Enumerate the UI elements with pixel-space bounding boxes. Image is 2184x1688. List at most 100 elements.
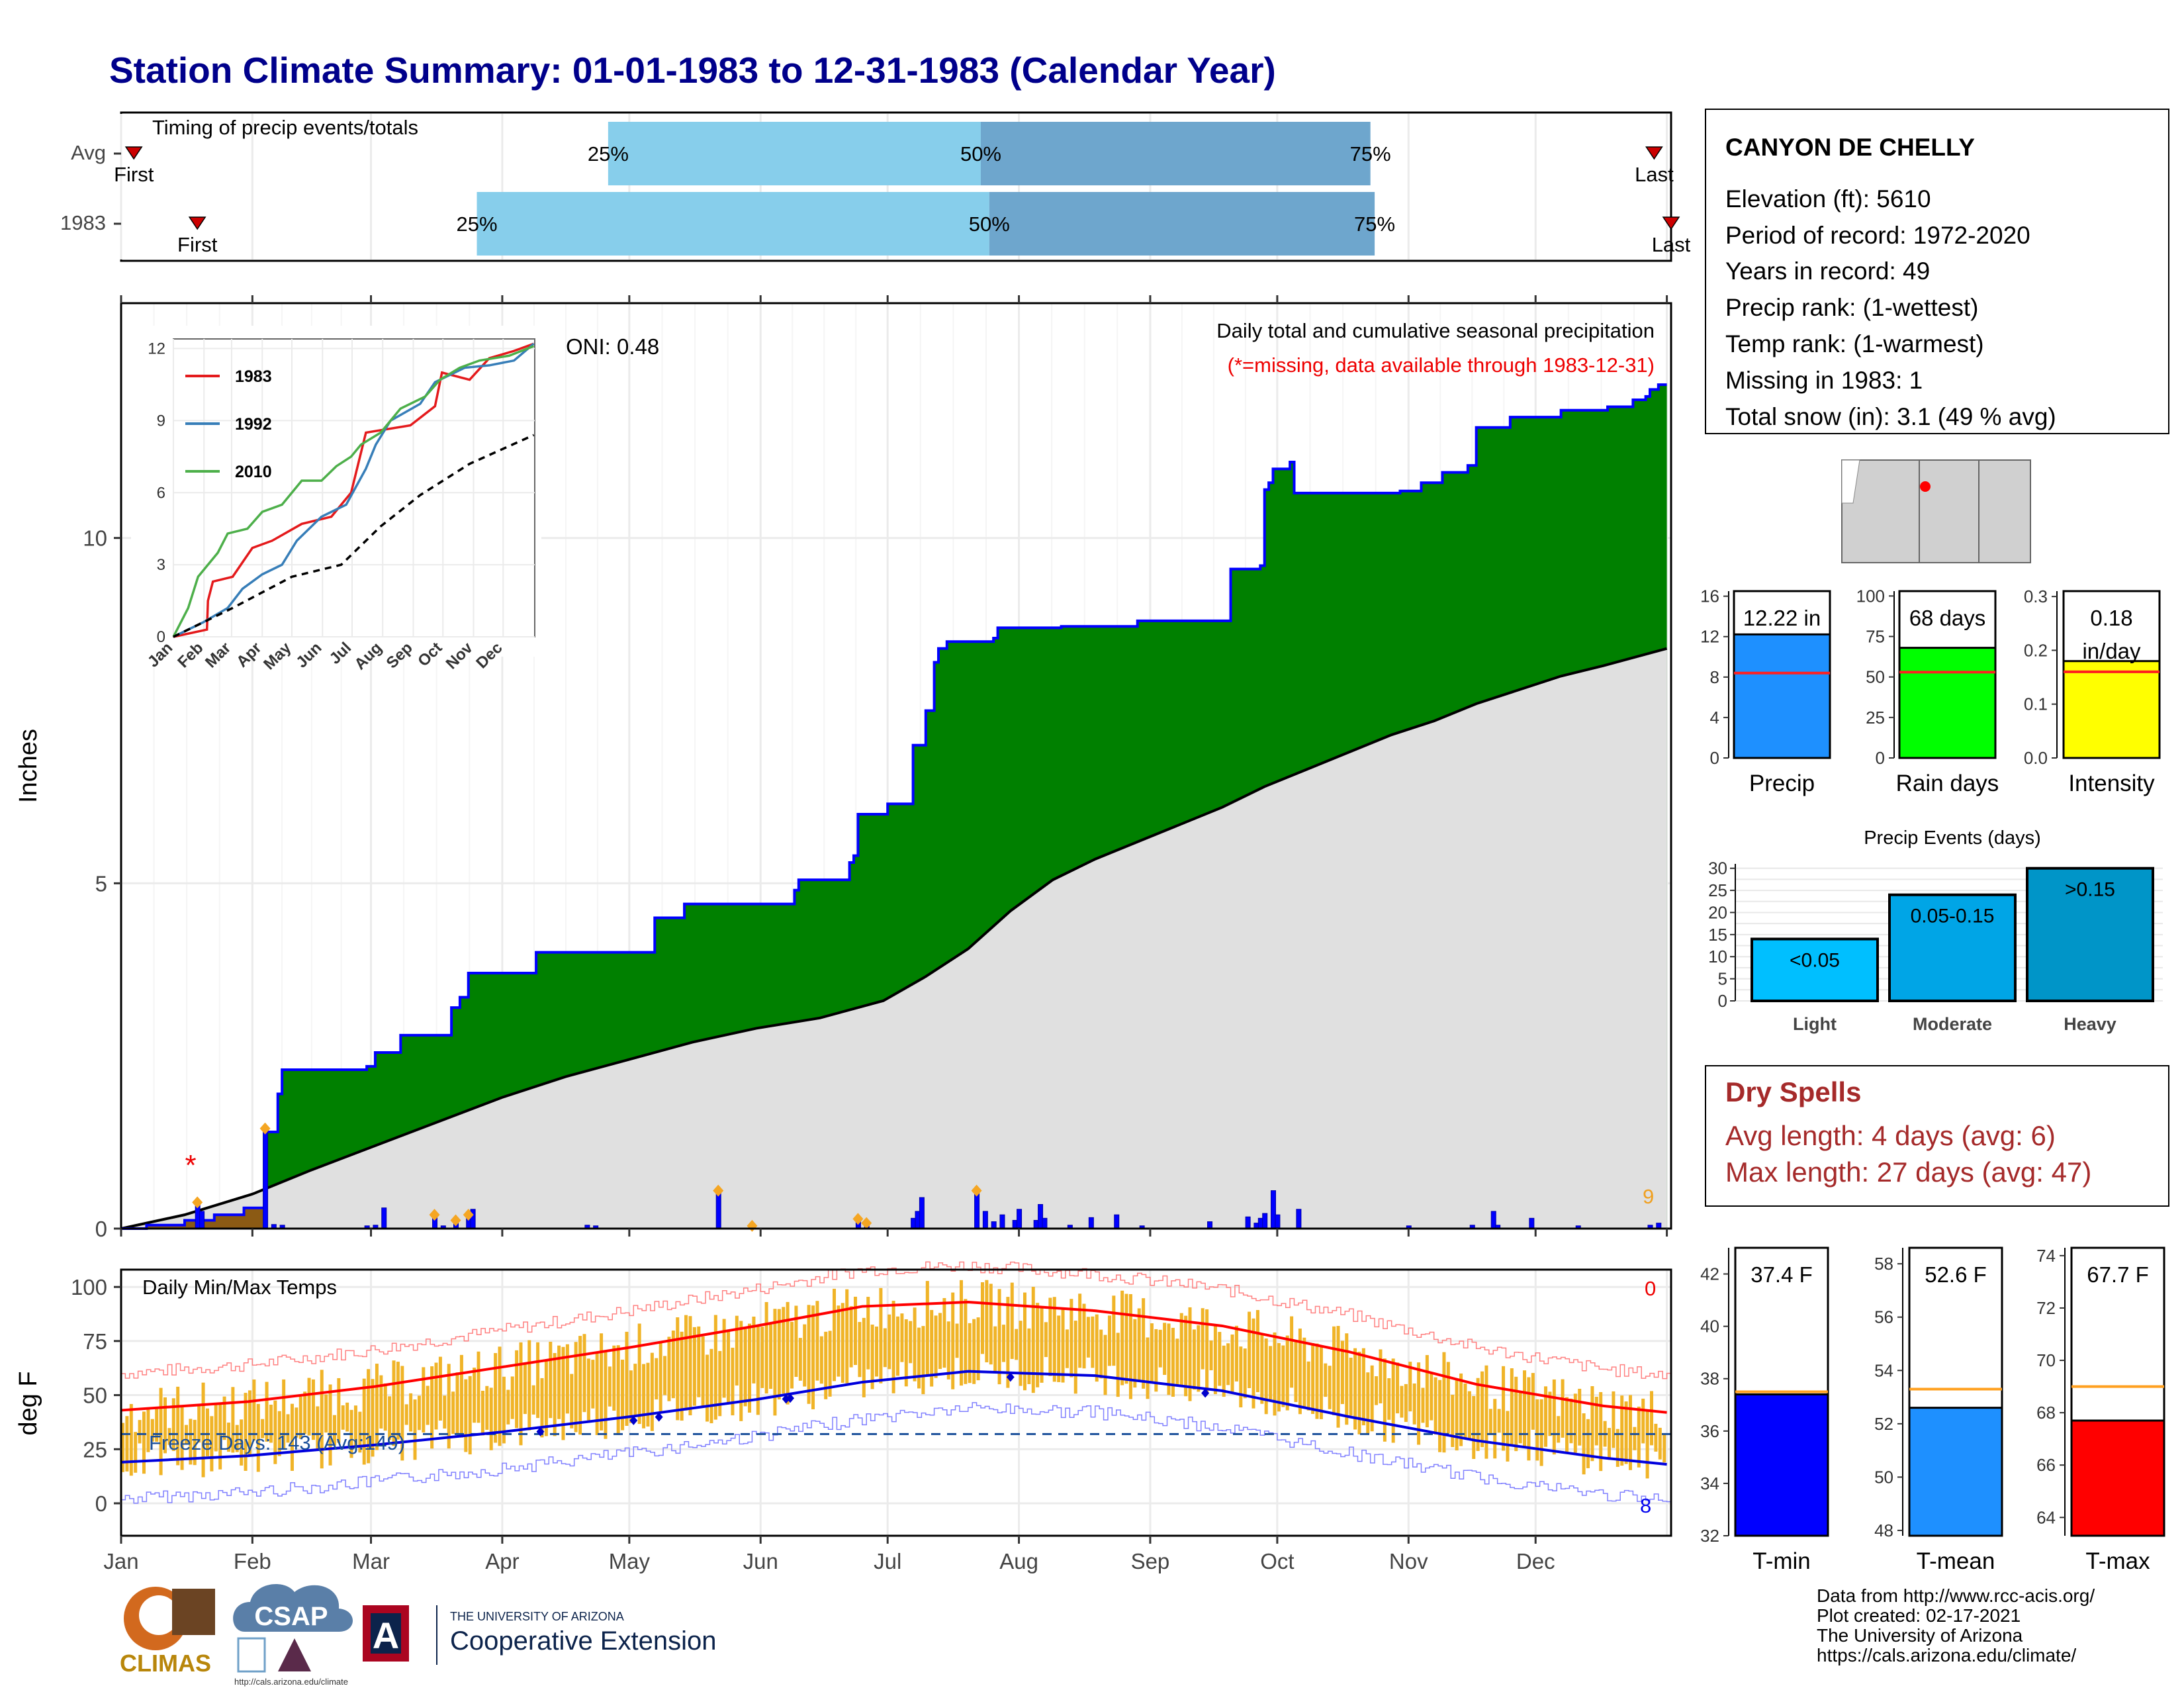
- daily-temp-bar: [163, 1397, 167, 1454]
- daily-temp-bar: [214, 1405, 218, 1452]
- daily-temp-bar: [794, 1305, 798, 1378]
- daily-temp-bar: [1573, 1393, 1577, 1453]
- timing-percentile-label: 50%: [960, 142, 1001, 165]
- inset-series-line: [173, 342, 535, 638]
- daily-temp-bar: [1620, 1395, 1624, 1466]
- timing-bar-50-75: [980, 122, 1371, 185]
- daily-temp-bar: [904, 1319, 908, 1387]
- stat-panel-ytick-label: 0: [1710, 748, 1719, 768]
- timing-percentile-label: 75%: [1354, 212, 1395, 236]
- daily-temp-bar: [1069, 1299, 1073, 1378]
- daily-temp-bar: [680, 1331, 684, 1421]
- daily-temp-bar: [955, 1323, 959, 1358]
- daily-temp-bar: [282, 1379, 286, 1449]
- daily-temp-bar: [367, 1369, 371, 1464]
- daily-temp-bar: [946, 1321, 950, 1380]
- temp-chart-title: Daily Min/Max Temps: [142, 1276, 337, 1299]
- temp-ylabel: deg F: [15, 1371, 42, 1435]
- daily-temp-bar: [1629, 1395, 1633, 1470]
- record-high-line: [121, 1261, 1671, 1380]
- dry-spells-avg: Avg length: 4 days (avg: 6): [1725, 1120, 2056, 1151]
- daily-precip-bar: [974, 1190, 980, 1229]
- events-ytick-label: 0: [1718, 991, 1727, 1011]
- daily-temp-bar: [650, 1352, 654, 1431]
- daily-temp-bar: [404, 1404, 408, 1425]
- daily-temp-bar: [480, 1391, 484, 1436]
- events-ytick-label: 20: [1708, 902, 1727, 922]
- daily-temp-bar: [210, 1416, 214, 1472]
- timing-percentile-label: 50%: [969, 212, 1010, 236]
- daily-temp-bar: [1213, 1325, 1217, 1395]
- daily-temp-bar: [1057, 1315, 1061, 1382]
- daily-temp-bar: [1234, 1325, 1238, 1382]
- stat-panel-bar: [1898, 647, 1997, 759]
- station-line-precip-rank: Precip rank: (1-wettest): [1725, 294, 1978, 321]
- stat-panel-name: Precip: [1749, 771, 1815, 796]
- daily-temp-bar: [1222, 1345, 1226, 1397]
- stat-panel-ytick-label: 50: [1874, 1467, 1893, 1487]
- daily-temp-bar: [434, 1362, 438, 1430]
- daily-precip-bar: [715, 1190, 721, 1229]
- daily-temp-bar: [862, 1317, 866, 1397]
- timing-panel: 25% 50% 75% First Last 25% 50% 75% First Last Tim…: [60, 111, 1691, 262]
- daily-temp-bar: [1116, 1333, 1120, 1397]
- daily-temp-bar: [833, 1288, 837, 1382]
- daily-temp-bar: [727, 1331, 731, 1403]
- daily-temp-bar: [1451, 1394, 1455, 1448]
- stat-panel-name: T-max: [2085, 1548, 2150, 1574]
- daily-temp-bar: [1027, 1328, 1031, 1384]
- temp-ytick-label: 75: [83, 1329, 107, 1354]
- daily-temp-bar: [1480, 1371, 1484, 1448]
- page-title: Station Climate Summary: 01-01-1983 to 1…: [109, 50, 1276, 91]
- hot-days-count: 0: [1645, 1277, 1656, 1300]
- daily-temp-bar: [604, 1352, 608, 1439]
- daily-temp-bar: [1086, 1317, 1090, 1358]
- stat-panel-value-label: 68 days: [1909, 606, 1986, 630]
- daily-precip-bar: [1088, 1217, 1094, 1229]
- daily-temp-bar: [913, 1307, 917, 1382]
- events-category-label: Moderate: [1913, 1014, 1992, 1034]
- timing-label-year: 1983: [60, 211, 106, 234]
- csap-logo: CSAP http://cals.arizona.edu/climate: [233, 1584, 353, 1687]
- stat-panel-ytick-label: 74: [2036, 1246, 2056, 1266]
- daily-temp-bar: [430, 1366, 434, 1449]
- daily-temp-bar: [1582, 1413, 1586, 1475]
- daily-temp-bar: [875, 1326, 879, 1377]
- stat-panel-value-label: in/day: [2082, 639, 2141, 663]
- daily-temp-bar: [396, 1362, 400, 1440]
- daily-temp-bar: [866, 1297, 870, 1370]
- events-ytick-label: 30: [1708, 859, 1727, 878]
- record-low-marker: [786, 1393, 795, 1403]
- daily-temp-bar: [1421, 1387, 1425, 1423]
- daily-temp-bar: [248, 1390, 251, 1456]
- daily-temp-bar: [1065, 1329, 1069, 1368]
- daily-temp-bar: [1467, 1391, 1471, 1440]
- daily-temp-bar: [909, 1321, 913, 1364]
- climas-logo: CLIMAS: [120, 1587, 215, 1677]
- daily-temp-bar: [1539, 1399, 1543, 1466]
- daily-temp-bar: [540, 1378, 544, 1438]
- month-label: Aug: [999, 1549, 1038, 1573]
- daily-temp-bar: [218, 1403, 222, 1470]
- snow-marker: [450, 1214, 461, 1227]
- daily-precip-bar: [1275, 1214, 1281, 1229]
- daily-temp-bar: [586, 1358, 590, 1421]
- timing-last-marker: [1645, 146, 1663, 160]
- daily-temp-bar: [1073, 1321, 1077, 1394]
- daily-temp-bar: [261, 1419, 265, 1438]
- daily-temp-bar: [1645, 1411, 1649, 1479]
- daily-temp-bar: [1167, 1323, 1171, 1395]
- month-label: Apr: [485, 1549, 519, 1573]
- daily-temp-bar: [731, 1347, 735, 1416]
- daily-temp-bar: [608, 1366, 612, 1407]
- stat-panel-ytick-label: 68: [2036, 1403, 2056, 1423]
- daily-temp-bar: [705, 1354, 709, 1422]
- daily-temp-bar: [1548, 1391, 1552, 1436]
- daily-temp-bar: [1239, 1346, 1243, 1408]
- daily-temp-bar: [1565, 1397, 1569, 1452]
- daily-precip-bar: [1017, 1209, 1023, 1229]
- daily-temp-bar: [1328, 1366, 1332, 1409]
- daily-temp-bar: [1197, 1325, 1201, 1392]
- precip-corner-count: 9: [1643, 1185, 1654, 1208]
